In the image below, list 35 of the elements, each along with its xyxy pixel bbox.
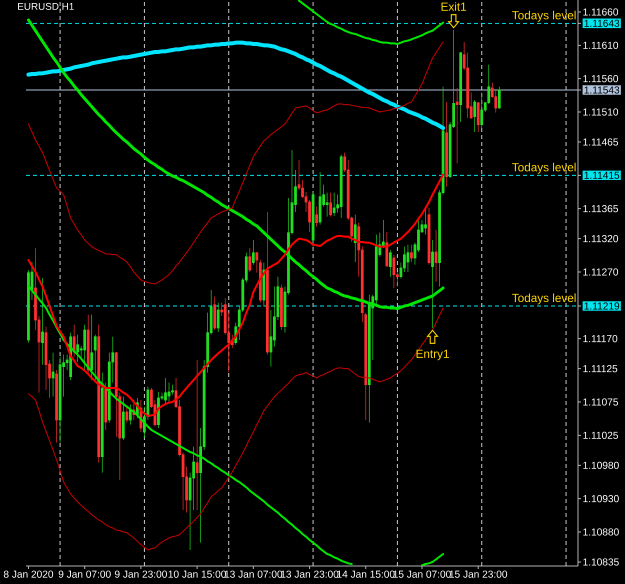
y-tick-label: 1.10880: [583, 528, 619, 536]
ref-line-label: Todays level: [512, 162, 576, 174]
y-tick-label: 1.11270: [583, 268, 618, 276]
annotation: Entry1: [416, 350, 449, 360]
x-tick-label: 13 Jan 23:00: [281, 570, 338, 578]
x-tick-label: 14 Jan 15:00: [337, 570, 395, 578]
chart-title: EURUSD,H1: [18, 2, 74, 12]
y-tick-label: 1.10835: [583, 558, 619, 566]
y-tick-label: 1.11365: [583, 205, 618, 212]
y-tick-label: 1.11320: [583, 235, 618, 242]
y-tick-label: 1.11510: [583, 108, 618, 116]
y-tick-label: 1.11660: [583, 8, 618, 16]
y-tick-label: 1.11125: [583, 365, 618, 372]
y-tick-label: 1.11415: [584, 172, 620, 179]
x-tick-label: 13 Jan 07:00: [224, 570, 282, 578]
ref-line-label: Todays level: [512, 10, 576, 22]
y-tick-label: 1.11170: [583, 335, 618, 342]
x-tick-label: 8 Jan 2020: [4, 570, 54, 578]
y-tick-label: 1.10980: [583, 462, 619, 469]
y-tick-label: 1.11219: [584, 302, 620, 310]
y-tick-label: 1.11543: [584, 86, 620, 94]
y-tick-label: 1.11610: [583, 42, 618, 49]
y-tick-label: 1.11643: [584, 20, 620, 27]
x-tick-label: 9 Jan 23:00: [114, 570, 167, 578]
annotation: Exit1: [442, 2, 466, 11]
y-tick-label: 1.11465: [583, 138, 618, 146]
x-tick-label: 15 Jan 07:00: [393, 570, 451, 578]
y-tick-label: 1.11075: [583, 398, 618, 406]
ref-line-label: Todays level: [512, 293, 576, 304]
x-tick-label: 10 Jan 15:00: [168, 570, 226, 578]
y-tick-label: 1.11560: [583, 75, 618, 82]
y-tick-label: 1.10930: [583, 495, 619, 502]
x-tick-label: 15 Jan 23:00: [450, 570, 508, 578]
y-tick-label: 1.11025: [583, 432, 618, 439]
x-tick-label: 9 Jan 07:00: [58, 570, 111, 578]
